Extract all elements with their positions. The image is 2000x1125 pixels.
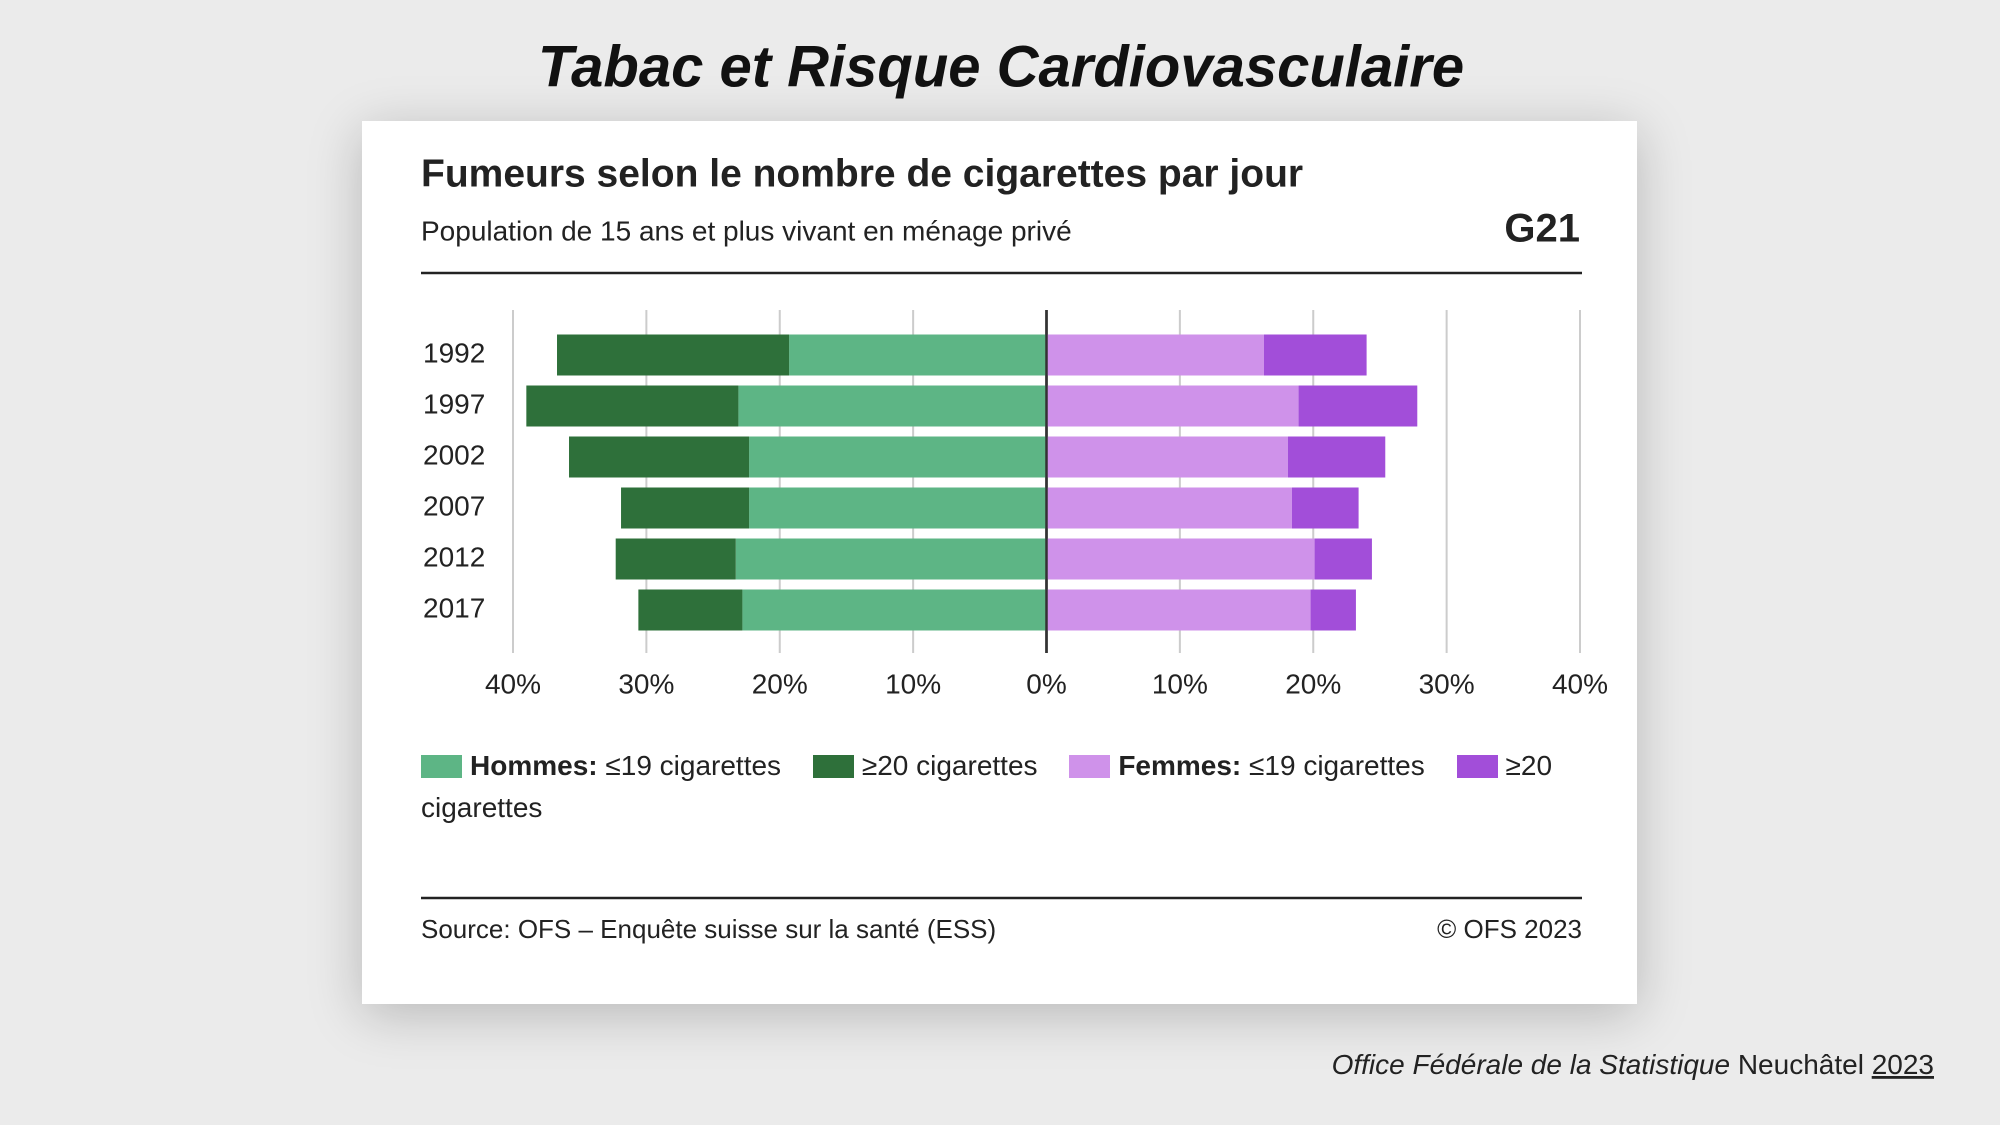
bar <box>738 385 1047 427</box>
y-tick-label: 2002 <box>423 439 485 470</box>
plot: 40% 30% 20% 10% 0% 10% 20% 30% 40% 1992 1997 2002 20… <box>423 310 1608 699</box>
bar <box>1263 334 1367 376</box>
bar <box>1046 385 1299 427</box>
y-tick-label: 1997 <box>423 388 485 419</box>
bar <box>742 589 1047 631</box>
x-tick-label: 20% <box>752 668 808 699</box>
y-tick-label: 2017 <box>423 592 485 623</box>
x-tick-label: 10% <box>885 668 941 699</box>
bar <box>557 334 790 376</box>
bar <box>789 334 1047 376</box>
bar <box>621 487 750 529</box>
bar <box>615 538 736 580</box>
bar <box>1046 589 1311 631</box>
footer-place: Neuchâtel <box>1738 1049 1864 1080</box>
footer-organisation: Office Fédérale de la Statistique <box>1332 1049 1730 1080</box>
x-tick-label: 30% <box>618 668 674 699</box>
x-tick-label: 20% <box>1285 668 1341 699</box>
y-tick-label: 2007 <box>423 490 485 521</box>
bar <box>638 589 743 631</box>
legend-label: ≤19 cigarettes <box>605 750 782 781</box>
legend-swatch <box>1069 755 1111 778</box>
legend-swatch <box>421 755 462 778</box>
bar <box>749 436 1047 478</box>
bar <box>1314 538 1372 580</box>
legend-label: ≥20 cigarettes <box>861 750 1038 781</box>
bar <box>1046 334 1264 376</box>
slide-title: Tabac et Risque Cardiovasculaire <box>538 34 1464 99</box>
x-tick-label: 10% <box>1152 668 1208 699</box>
legend-item: ≥20 cigarettes <box>812 750 1038 781</box>
bar <box>1298 385 1418 427</box>
bar <box>1046 538 1315 580</box>
legend-item: Hommes: ≤19 cigarettes <box>421 750 781 781</box>
footer-credit: Office Fédérale de la Statistique Neuchâ… <box>1332 1049 1934 1080</box>
bar <box>1046 487 1292 529</box>
legend-item: ≥20 cigarettes <box>421 750 1552 823</box>
legend-group: Femmes: <box>1118 750 1242 781</box>
y-tick-label: 2012 <box>423 541 485 572</box>
x-tick-label: 0% <box>1026 668 1066 699</box>
legend-label: ≤19 cigarettes <box>1249 750 1425 781</box>
legend-group: Hommes: <box>470 750 598 781</box>
bar <box>526 385 739 427</box>
chart-code: G21 <box>1504 207 1580 251</box>
legend-item: Femmes: ≤19 cigarettes <box>1069 750 1425 781</box>
chart-title: Fumeurs selon le nombre de cigarettes pa… <box>421 152 1303 195</box>
legend-label: ≥20 cigarettes <box>421 750 1553 823</box>
x-tick-label: 30% <box>1419 668 1475 699</box>
copyright: © OFS 2023 <box>1437 914 1582 944</box>
legend-swatch <box>812 755 854 778</box>
y-tick-label: 1992 <box>423 337 485 368</box>
x-tick-label: 40% <box>1552 668 1608 699</box>
bar <box>749 487 1047 529</box>
bar <box>1291 487 1359 529</box>
legend-swatch <box>1456 755 1498 778</box>
bar <box>1046 436 1288 478</box>
bar <box>1310 589 1356 631</box>
footer-year: 2023 <box>1872 1049 1934 1080</box>
bar <box>1287 436 1386 478</box>
bar <box>735 538 1047 580</box>
bar <box>569 436 750 478</box>
source: Source: OFS – Enquête suisse sur la sant… <box>421 914 996 944</box>
x-tick-label: 40% <box>485 668 541 699</box>
legend: Hommes: ≤19 cigarettes ≥20 cigarettes Fe… <box>421 745 1582 829</box>
chart-subtitle: Population de 15 ans et plus vivant en m… <box>421 215 1072 246</box>
